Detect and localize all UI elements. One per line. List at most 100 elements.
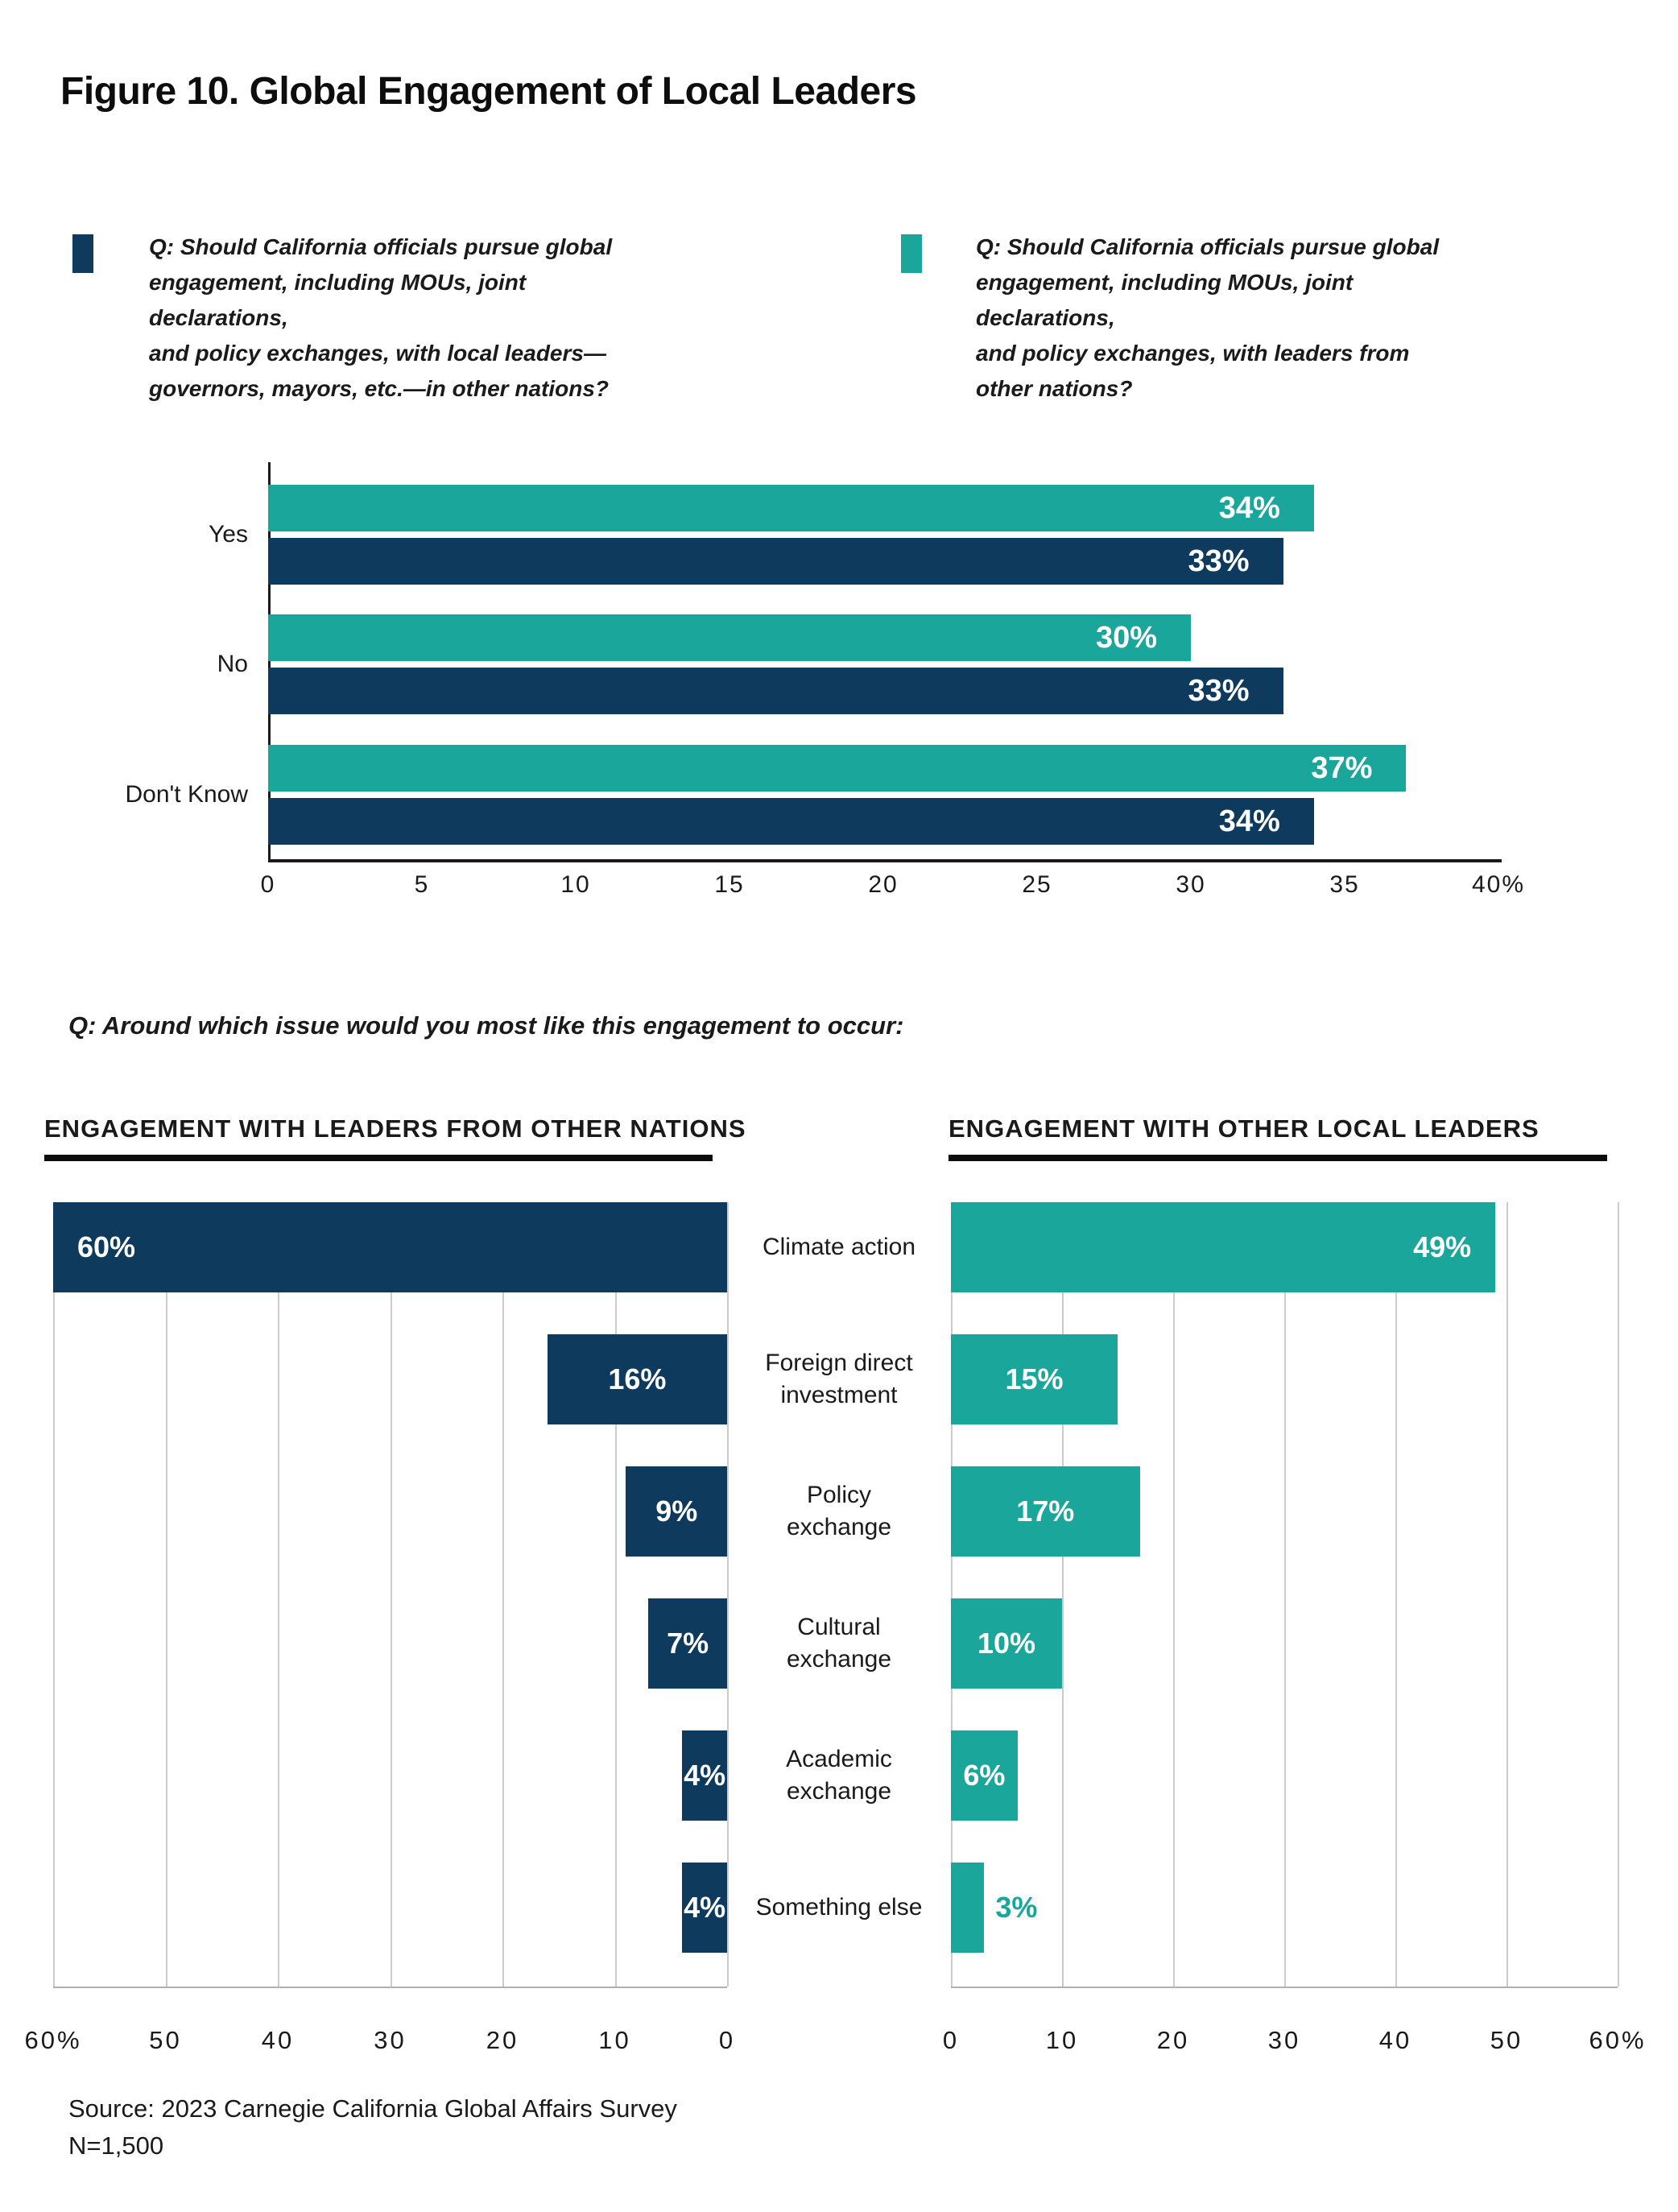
gridline xyxy=(1062,1202,1064,1987)
gridline xyxy=(278,1202,279,1987)
gridline xyxy=(1618,1202,1619,1987)
bar-value-label: 10% xyxy=(977,1627,1036,1660)
bar-value-label: 9% xyxy=(655,1495,698,1528)
figure-title: Figure 10. Global Engagement of Local Le… xyxy=(60,70,917,113)
issue-label: Something else xyxy=(755,1894,923,1921)
question-2: Q: Around which issue would you most lik… xyxy=(68,1011,904,1040)
gridline xyxy=(502,1202,504,1987)
gridline xyxy=(165,1202,167,1987)
bar-right-4: 6% xyxy=(951,1730,1018,1821)
gridline xyxy=(614,1202,617,1987)
bar-value-label: 15% xyxy=(1005,1362,1064,1395)
x-axis-tick-label: 60% xyxy=(24,2026,82,2054)
bar-left-2: 9% xyxy=(626,1466,727,1557)
bar-left-4: 4% xyxy=(682,1730,727,1821)
section-underline-left xyxy=(44,1155,713,1161)
x-axis-tick-label: 25 xyxy=(1022,871,1052,898)
x-axis-tick-label: 20 xyxy=(486,2026,519,2054)
axis-baseline xyxy=(951,1987,1618,1988)
bar-teal-don-t-know: 37% xyxy=(268,745,1407,792)
category-label: Don't Know xyxy=(125,781,248,808)
x-axis-tick-label: 0 xyxy=(260,871,276,898)
x-axis-tick-label: 40 xyxy=(261,2026,295,2054)
bar-value-label: 4% xyxy=(684,1891,726,1924)
grouped-bar-chart: Yes 34% 33% No 30% 33% Don't Know 37% 34% 0 5 10 15 2… xyxy=(0,451,1678,934)
bar-value-label: 34% xyxy=(1218,804,1280,838)
x-axis-tick-label: 35 xyxy=(1329,871,1360,898)
gridline xyxy=(53,1202,55,1987)
x-axis-tick-label: 15 xyxy=(714,871,745,898)
category-label: Yes xyxy=(209,521,248,548)
source-note: Source: 2023 Carnegie California Global … xyxy=(68,2090,677,2164)
gridline xyxy=(1284,1202,1286,1987)
issue-label: Academic exchange xyxy=(786,1746,892,1805)
legend-question-navy: Q: Should California officials pursue gl… xyxy=(149,234,613,401)
bar-navy-no: 33% xyxy=(268,668,1283,714)
bar-value-label: 33% xyxy=(1188,673,1250,708)
bar-left-1: 16% xyxy=(547,1334,727,1424)
x-axis-tick-label: 10 xyxy=(598,2026,631,2054)
issue-label: Policy exchange xyxy=(786,1482,892,1540)
x-axis-line xyxy=(268,859,1502,862)
bar-value-label: 37% xyxy=(1311,750,1373,785)
bar-value-label: 4% xyxy=(684,1759,726,1792)
bar-value-label: 7% xyxy=(667,1627,709,1660)
bar-right-5 xyxy=(951,1863,985,1953)
bar-value-label: 16% xyxy=(608,1362,667,1395)
bar-navy-don-t-know: 34% xyxy=(268,798,1314,845)
section-header-right: ENGAGEMENT WITH OTHER LOCAL LEADERS xyxy=(949,1114,1540,1143)
gridline xyxy=(1395,1202,1397,1987)
y-axis-line xyxy=(268,462,271,862)
legend-swatch-teal xyxy=(901,234,922,273)
bar-value-label: 60% xyxy=(77,1230,136,1263)
gridline xyxy=(1173,1202,1175,1987)
source-line-1: Source: 2023 Carnegie California Global … xyxy=(68,2094,677,2123)
gridline xyxy=(727,1202,729,1987)
issue-label: Foreign direct investment xyxy=(765,1350,913,1408)
section-underline-right xyxy=(949,1155,1607,1161)
gridline xyxy=(1506,1202,1508,1987)
gridline xyxy=(951,1202,953,1987)
x-axis-tick-label: 10 xyxy=(1045,2026,1079,2054)
bar-right-0: 49% xyxy=(951,1202,1496,1292)
bar-value-label: 6% xyxy=(963,1759,1006,1792)
legend-swatch-navy xyxy=(72,234,93,273)
bar-navy-yes: 33% xyxy=(268,538,1283,585)
bar-right-1: 15% xyxy=(951,1334,1118,1424)
gridline xyxy=(390,1202,392,1987)
x-axis-tick-label: 60% xyxy=(1589,2026,1647,2054)
x-axis-tick-label: 50 xyxy=(149,2026,182,2054)
bar-value-label: 17% xyxy=(1016,1495,1075,1528)
bar-value-label-outside: 3% xyxy=(995,1891,1038,1924)
x-axis-tick-label: 0 xyxy=(942,2026,960,2054)
x-axis-tick-label: 30 xyxy=(1176,871,1206,898)
bar-value-label: 49% xyxy=(1413,1230,1472,1263)
x-axis-tick-label: 5 xyxy=(414,871,430,898)
bar-right-3: 10% xyxy=(951,1598,1062,1689)
category-label: No xyxy=(217,651,248,677)
section-header-left: ENGAGEMENT WITH LEADERS FROM OTHER NATIO… xyxy=(44,1114,746,1143)
axis-baseline xyxy=(53,1987,727,1988)
x-axis-tick-label: 20 xyxy=(1156,2026,1190,2054)
x-axis-tick-label: 30 xyxy=(1267,2026,1301,2054)
legend-question-teal: Q: Should California officials pursue gl… xyxy=(976,234,1440,401)
bar-teal-no: 30% xyxy=(268,614,1191,661)
x-axis-tick-label: 40 xyxy=(1378,2026,1412,2054)
x-axis-tick-label: 10 xyxy=(560,871,591,898)
bar-left-0: 60% xyxy=(53,1202,727,1292)
bar-value-label: 33% xyxy=(1188,544,1250,578)
bar-value-label: 30% xyxy=(1095,620,1157,655)
source-line-2: N=1,500 xyxy=(68,2131,164,2160)
bar-left-5: 4% xyxy=(682,1863,727,1953)
issue-label: Cultural exchange xyxy=(786,1614,892,1672)
bar-value-label: 34% xyxy=(1218,490,1280,525)
x-axis-tick-label: 50 xyxy=(1490,2026,1523,2054)
x-axis-tick-label: 0 xyxy=(718,2026,736,2054)
bar-teal-yes: 34% xyxy=(268,485,1314,531)
butterfly-chart: 60% Climate action 49% 16% Foreign direct in… xyxy=(0,1184,1678,2078)
bar-left-3: 7% xyxy=(648,1598,727,1689)
x-axis-tick-label: 20 xyxy=(868,871,899,898)
x-axis-tick-label: 30 xyxy=(374,2026,407,2054)
x-axis-tick-label: 40% xyxy=(1471,871,1526,898)
